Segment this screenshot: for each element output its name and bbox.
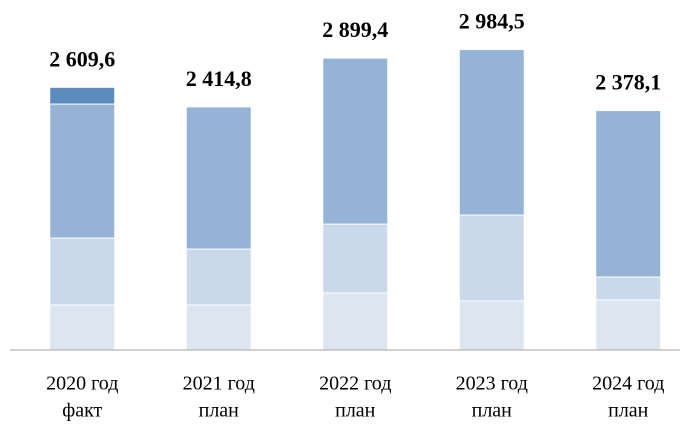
bar-segment [458, 214, 525, 302]
bar-segment [595, 299, 662, 351]
x-tick-label: 2023 год [456, 373, 528, 395]
x-tick-label: план [335, 400, 376, 422]
bar-segment [49, 237, 116, 306]
x-tick-label: план [199, 400, 240, 422]
x-tick-label: план [472, 400, 513, 422]
total-label: 2 378,1 [595, 70, 661, 95]
bar-segment [49, 304, 116, 351]
x-tick-label: 2022 год [319, 373, 391, 395]
total-label: 2 414,8 [186, 66, 252, 91]
bar-segment [458, 49, 525, 216]
total-label: 2 609,6 [49, 46, 115, 71]
total-label: 2 899,4 [322, 17, 388, 42]
bar-segment [49, 86, 116, 105]
bar-segment [458, 300, 525, 351]
total-label: 2 984,5 [459, 9, 525, 34]
bar-segment [185, 304, 252, 351]
bar-segment [185, 248, 252, 306]
x-tick-label: факт [62, 400, 102, 422]
bar-segment [595, 110, 662, 278]
x-tick-label: план [608, 400, 649, 422]
bar-segment [185, 106, 252, 250]
x-tick-label: 2021 год [183, 373, 255, 395]
bar-segment [322, 57, 389, 225]
x-tick-label: 2024 год [592, 373, 664, 395]
x-tick-label: 2020 год [46, 373, 118, 395]
bar-segment [595, 276, 662, 301]
bar-segment [49, 103, 116, 239]
bar-segment [322, 292, 389, 351]
bar-segment [322, 223, 389, 294]
